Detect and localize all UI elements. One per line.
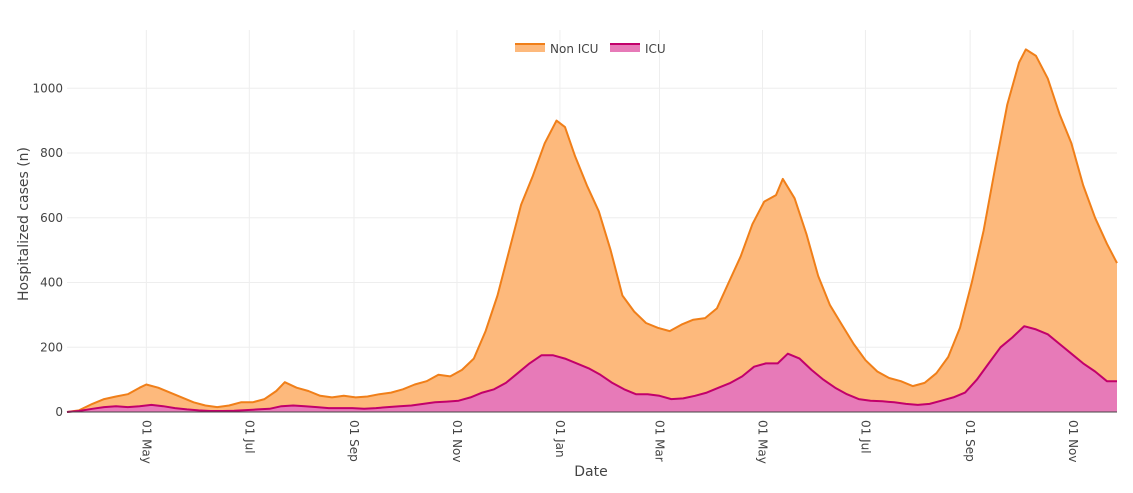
y-tick-label: 1000 — [32, 81, 63, 95]
x-tick-label: 01 Sep — [963, 420, 977, 462]
legend-swatch — [515, 44, 545, 52]
y-tick-label: 400 — [40, 276, 63, 290]
non-icu-line — [66, 48, 1118, 413]
icu-line — [66, 325, 1117, 413]
icu-area — [67, 326, 1117, 412]
x-tick-label: 01 Sep — [347, 420, 361, 462]
y-tick-label: 600 — [40, 211, 63, 225]
legend-label: Non ICU — [550, 42, 598, 56]
legend-label: ICU — [645, 42, 666, 56]
x-tick-label: 01 Nov — [1066, 420, 1080, 463]
legend-swatch — [610, 44, 640, 52]
axis-layer: 0 200 400 600 800 1000 01 May 01 Jul 01 Sep 01 No… — [32, 81, 1117, 464]
x-tick-label: 01 May — [139, 420, 153, 464]
y-axis-title: Hospitalized cases (n) — [16, 147, 32, 301]
non-icu-area — [67, 49, 1117, 413]
legend-item-non-icu[interactable]: Non ICU — [515, 42, 598, 56]
x-tick-label: 01 Mar — [653, 420, 667, 462]
y-tick-label: 0 — [55, 405, 63, 419]
area-layer — [66, 48, 1118, 413]
x-tick-label: 01 Jul — [242, 420, 256, 454]
x-tick-label: 01 Nov — [450, 420, 464, 463]
x-tick-label: 01 Jul — [858, 420, 872, 454]
x-tick-label: 01 May — [755, 420, 769, 464]
x-tick-label: 01 Jan — [553, 420, 567, 458]
x-axis-title: Date — [574, 464, 607, 480]
legend-item-icu[interactable]: ICU — [610, 42, 666, 56]
y-tick-label: 200 — [40, 340, 63, 354]
y-tick-label: 800 — [40, 146, 63, 160]
legend[interactable]: Non ICU ICU — [515, 42, 666, 56]
